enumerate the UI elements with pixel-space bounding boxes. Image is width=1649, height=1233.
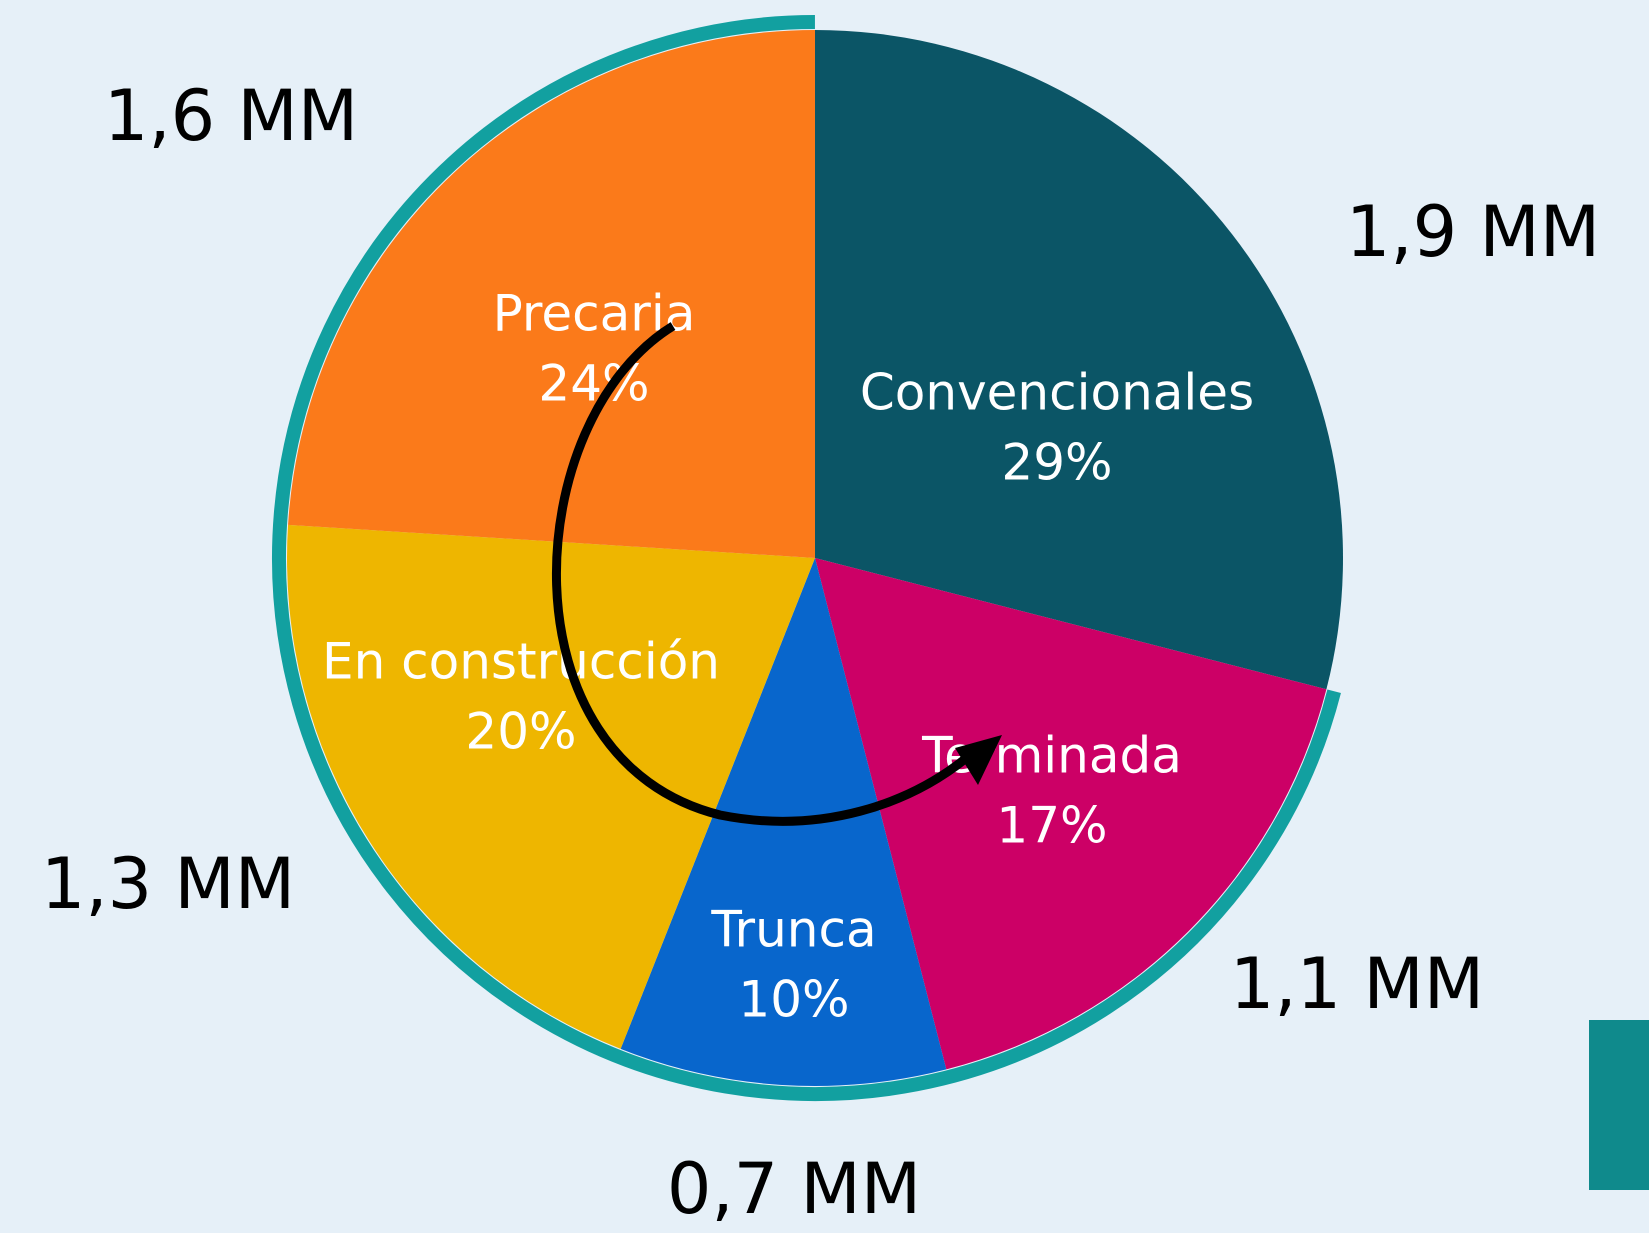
slice-name: Trunca [710, 901, 876, 959]
pie [287, 30, 1343, 1086]
pie-slice [815, 30, 1343, 690]
side-box [1589, 1020, 1649, 1190]
outer-label: 1,9 MM [1346, 191, 1600, 273]
pie-slice [287, 524, 815, 1049]
arrow [552, 322, 973, 826]
pie-slice [288, 30, 816, 558]
slice-percent: 10% [738, 971, 849, 1029]
outline-arc [272, 15, 1341, 1101]
slice-name: En construcción [322, 633, 720, 691]
outer-label: 1,3 MM [41, 843, 295, 925]
outer-label: 1,6 MM [104, 75, 358, 157]
slice-percent: 20% [465, 703, 576, 761]
pie-slice [815, 558, 1327, 1070]
outer-label: 1,1 MM [1230, 943, 1484, 1025]
slice-name: Convencionales [860, 364, 1254, 422]
outer-label: 0,7 MM [667, 1148, 921, 1230]
slice-percent: 29% [1001, 434, 1112, 492]
arrow-head [955, 735, 1002, 785]
slice-percent: 17% [996, 797, 1107, 855]
